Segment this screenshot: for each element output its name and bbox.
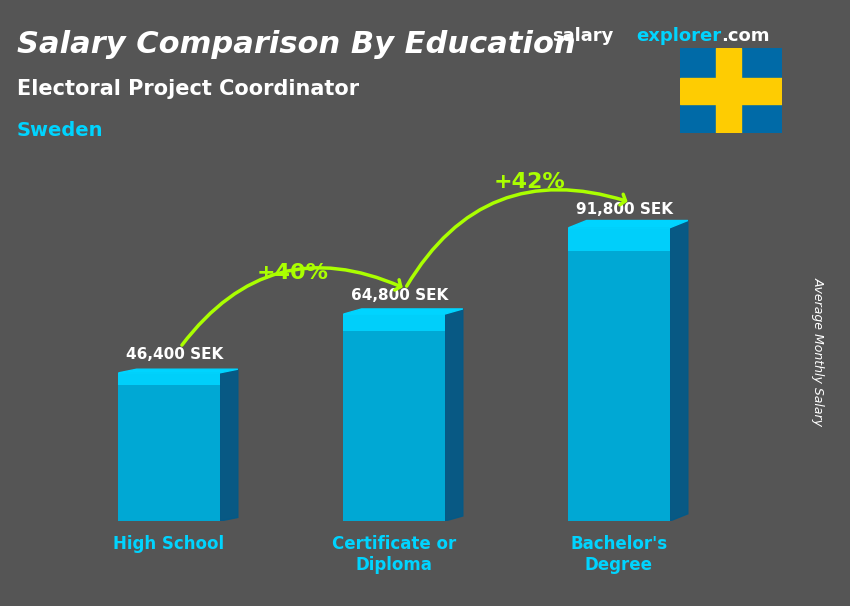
Text: 91,800 SEK: 91,800 SEK	[576, 202, 673, 217]
Bar	[569, 228, 670, 521]
Bar	[343, 314, 445, 331]
Polygon shape	[569, 221, 688, 228]
Polygon shape	[670, 221, 688, 521]
Text: +40%: +40%	[257, 263, 329, 283]
Bar	[118, 373, 219, 521]
Text: Salary Comparison By Education: Salary Comparison By Education	[17, 30, 575, 59]
Polygon shape	[219, 369, 238, 521]
Bar	[343, 314, 445, 521]
Text: 64,800 SEK: 64,800 SEK	[351, 288, 448, 303]
Text: .com: .com	[721, 27, 769, 45]
Text: Sweden: Sweden	[17, 121, 104, 140]
Bar	[716, 48, 741, 133]
Polygon shape	[343, 309, 463, 314]
Text: Electoral Project Coordinator: Electoral Project Coordinator	[17, 79, 359, 99]
Text: +42%: +42%	[493, 171, 565, 191]
Bar	[118, 373, 219, 385]
Text: 46,400 SEK: 46,400 SEK	[126, 347, 223, 362]
Polygon shape	[445, 309, 463, 521]
Text: explorer: explorer	[636, 27, 721, 45]
Bar	[680, 78, 782, 104]
Bar	[569, 228, 670, 251]
Text: Average Monthly Salary: Average Monthly Salary	[812, 277, 824, 426]
Polygon shape	[118, 369, 238, 373]
Text: salary: salary	[552, 27, 614, 45]
